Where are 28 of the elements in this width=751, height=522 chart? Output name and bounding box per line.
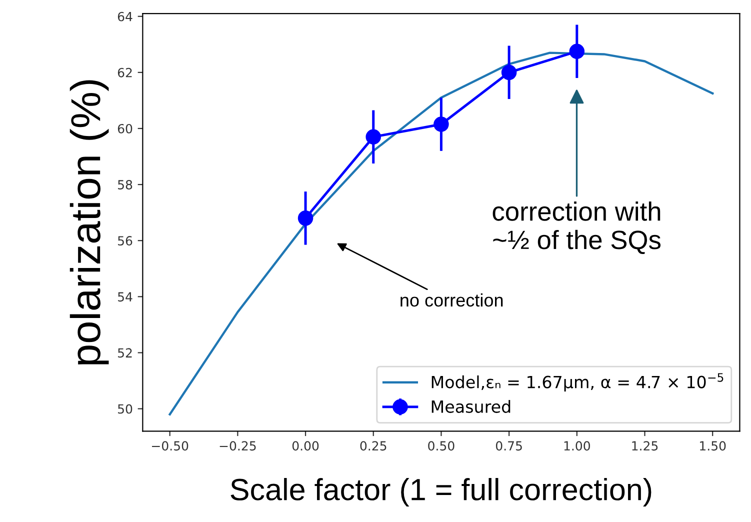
y-tick-label: 58 xyxy=(118,180,132,190)
x-tick-label: 0.25 xyxy=(360,441,386,451)
annotation: correction with ~½ of the SQs xyxy=(492,201,661,254)
y-tick-label: 56 xyxy=(118,236,132,246)
point xyxy=(298,210,314,226)
annotation: no correction xyxy=(400,293,503,307)
x-tick-label: 1.50 xyxy=(700,441,726,451)
x-tick-label: 1.00 xyxy=(564,441,590,451)
x-tick-label: 0.00 xyxy=(292,441,319,451)
y-tick-label: 62 xyxy=(118,68,132,78)
x-tick-label: 1.25 xyxy=(632,441,658,451)
y-tick-label: 64 xyxy=(118,12,132,22)
x-axis-title: Scale factor (1 = full correction) xyxy=(230,478,652,506)
point xyxy=(569,44,585,60)
y-tick-label: 54 xyxy=(118,292,132,302)
point xyxy=(366,129,382,145)
x-tick-label: −0.50 xyxy=(152,441,188,451)
x-tick-label: 0.75 xyxy=(496,441,522,451)
y-tick-label: 52 xyxy=(118,348,132,358)
x-tick-label: −0.25 xyxy=(220,441,256,451)
y-axis-title: polarization (%) xyxy=(70,80,109,364)
y-tick-label: 50 xyxy=(118,404,132,414)
y-tick-label: 60 xyxy=(118,124,132,134)
point xyxy=(501,64,517,80)
legend-label: Measured xyxy=(432,400,510,413)
x-tick-label: 0.50 xyxy=(428,441,454,451)
point xyxy=(434,116,449,132)
legend-label: Model,εₙ = 1.67μm, α = 4.7 × 10$^{−5}$ xyxy=(432,373,724,392)
